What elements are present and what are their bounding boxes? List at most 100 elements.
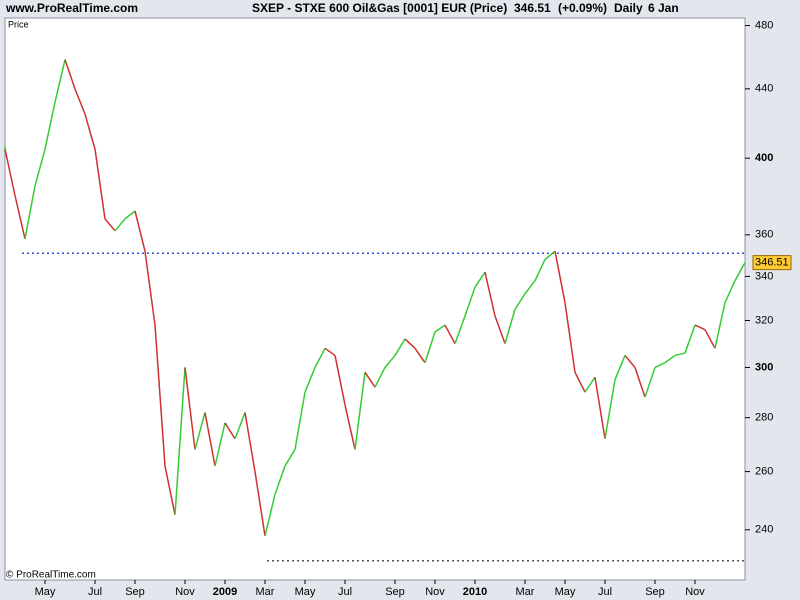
price-segment bbox=[34, 148, 46, 187]
price-segment bbox=[574, 371, 586, 393]
price-segment bbox=[344, 404, 356, 450]
price-segment bbox=[4, 148, 16, 196]
price-segment bbox=[254, 471, 266, 537]
price-segment bbox=[604, 379, 616, 439]
y-tick-label: 480 bbox=[755, 19, 773, 31]
price-segment bbox=[354, 372, 366, 450]
price-segment bbox=[714, 302, 726, 349]
last-price-box bbox=[752, 255, 792, 271]
price-segment bbox=[514, 293, 526, 310]
price-segment bbox=[364, 371, 376, 388]
price-segment bbox=[414, 347, 426, 364]
panel-label: Price bbox=[8, 19, 29, 29]
x-tick-label: Jul bbox=[338, 586, 352, 598]
copyright: © ProRealTime.com bbox=[6, 570, 96, 581]
price-segment bbox=[54, 59, 66, 103]
x-tick-label: 2009 bbox=[213, 586, 237, 598]
x-tick-label: May bbox=[555, 586, 576, 598]
price-segment bbox=[324, 347, 336, 357]
x-tick-label: Sep bbox=[645, 586, 665, 598]
chart-title: SXEP - STXE 600 Oil&Gas [0001] EUR (Pric… bbox=[252, 1, 507, 15]
x-tick-label: Mar bbox=[256, 586, 275, 598]
price-segment bbox=[704, 329, 716, 349]
x-tick-label: 2010 bbox=[463, 586, 487, 598]
y-tick-label: 240 bbox=[755, 524, 773, 536]
price-segment bbox=[144, 251, 156, 326]
x-tick-label: Jul bbox=[598, 586, 612, 598]
y-tick-label: 400 bbox=[755, 152, 773, 164]
price-segment bbox=[14, 195, 26, 240]
price-segment bbox=[724, 280, 736, 303]
y-tick-label: 340 bbox=[755, 270, 773, 282]
price-segment bbox=[524, 280, 536, 295]
price-segment bbox=[214, 422, 226, 467]
price-segment bbox=[554, 251, 566, 303]
price-segment bbox=[114, 218, 126, 232]
price-segment bbox=[614, 355, 626, 380]
price-segment bbox=[404, 338, 416, 349]
price-segment bbox=[424, 331, 436, 363]
plot-area bbox=[4, 17, 746, 581]
price-segment bbox=[24, 185, 36, 240]
price-segment bbox=[334, 355, 346, 405]
price-segment bbox=[734, 262, 746, 282]
price-segment bbox=[314, 347, 326, 368]
price-segment bbox=[504, 309, 516, 344]
y-tick-label: 280 bbox=[755, 412, 773, 424]
price-segment bbox=[494, 315, 506, 344]
price-segment bbox=[544, 250, 556, 261]
last-price: 346.51 bbox=[514, 1, 551, 15]
price-segment bbox=[474, 271, 486, 288]
x-tick-label: Sep bbox=[385, 586, 405, 598]
price-segment bbox=[644, 367, 656, 398]
price-segment bbox=[184, 367, 196, 450]
price-segment bbox=[394, 338, 406, 356]
price-segment bbox=[664, 354, 676, 364]
price-segment bbox=[304, 367, 316, 393]
price-segment bbox=[124, 210, 136, 220]
price-segment bbox=[464, 286, 476, 317]
y-tick-label: 260 bbox=[755, 465, 773, 477]
price-segment bbox=[84, 113, 96, 150]
price-segment bbox=[154, 325, 166, 467]
x-tick-label: Nov bbox=[685, 586, 705, 598]
price-segment bbox=[94, 149, 106, 219]
site: www.ProRealTime.com bbox=[5, 1, 138, 15]
price-segment bbox=[164, 465, 176, 515]
price-segment bbox=[64, 59, 76, 90]
x-tick-label: Mar bbox=[516, 586, 535, 598]
price-segment bbox=[624, 354, 636, 368]
price-segment bbox=[274, 465, 286, 495]
price-segment bbox=[74, 88, 86, 115]
price-segment bbox=[434, 324, 446, 333]
price-segment bbox=[264, 494, 276, 537]
x-tick-label: Jul bbox=[88, 586, 102, 598]
price-segment bbox=[44, 102, 56, 150]
price-segment bbox=[194, 412, 206, 450]
x-tick-label: Nov bbox=[425, 586, 445, 598]
price-segment bbox=[674, 352, 686, 357]
period: Daily bbox=[614, 1, 643, 15]
price-segment bbox=[204, 412, 216, 467]
y-tick-label: 320 bbox=[755, 314, 773, 326]
price-segment bbox=[454, 315, 466, 344]
price-segment bbox=[444, 324, 456, 344]
change: (+0.09%) bbox=[558, 1, 607, 15]
x-tick-label: May bbox=[35, 586, 56, 598]
price-segment bbox=[534, 259, 546, 282]
y-tick-label: 300 bbox=[755, 361, 773, 373]
price-segment bbox=[564, 302, 576, 373]
y-tick-label: 440 bbox=[755, 83, 773, 95]
price-segment bbox=[384, 354, 396, 368]
x-tick-label: Sep bbox=[125, 586, 145, 598]
price-segment bbox=[234, 412, 246, 440]
price-segment bbox=[634, 367, 646, 398]
x-tick-label: May bbox=[295, 586, 316, 598]
price-segment bbox=[284, 449, 296, 467]
price-segment bbox=[484, 271, 496, 317]
price-segment bbox=[374, 367, 386, 388]
price-segment bbox=[174, 367, 186, 515]
price-segment bbox=[244, 412, 256, 472]
price-segment bbox=[584, 376, 596, 393]
